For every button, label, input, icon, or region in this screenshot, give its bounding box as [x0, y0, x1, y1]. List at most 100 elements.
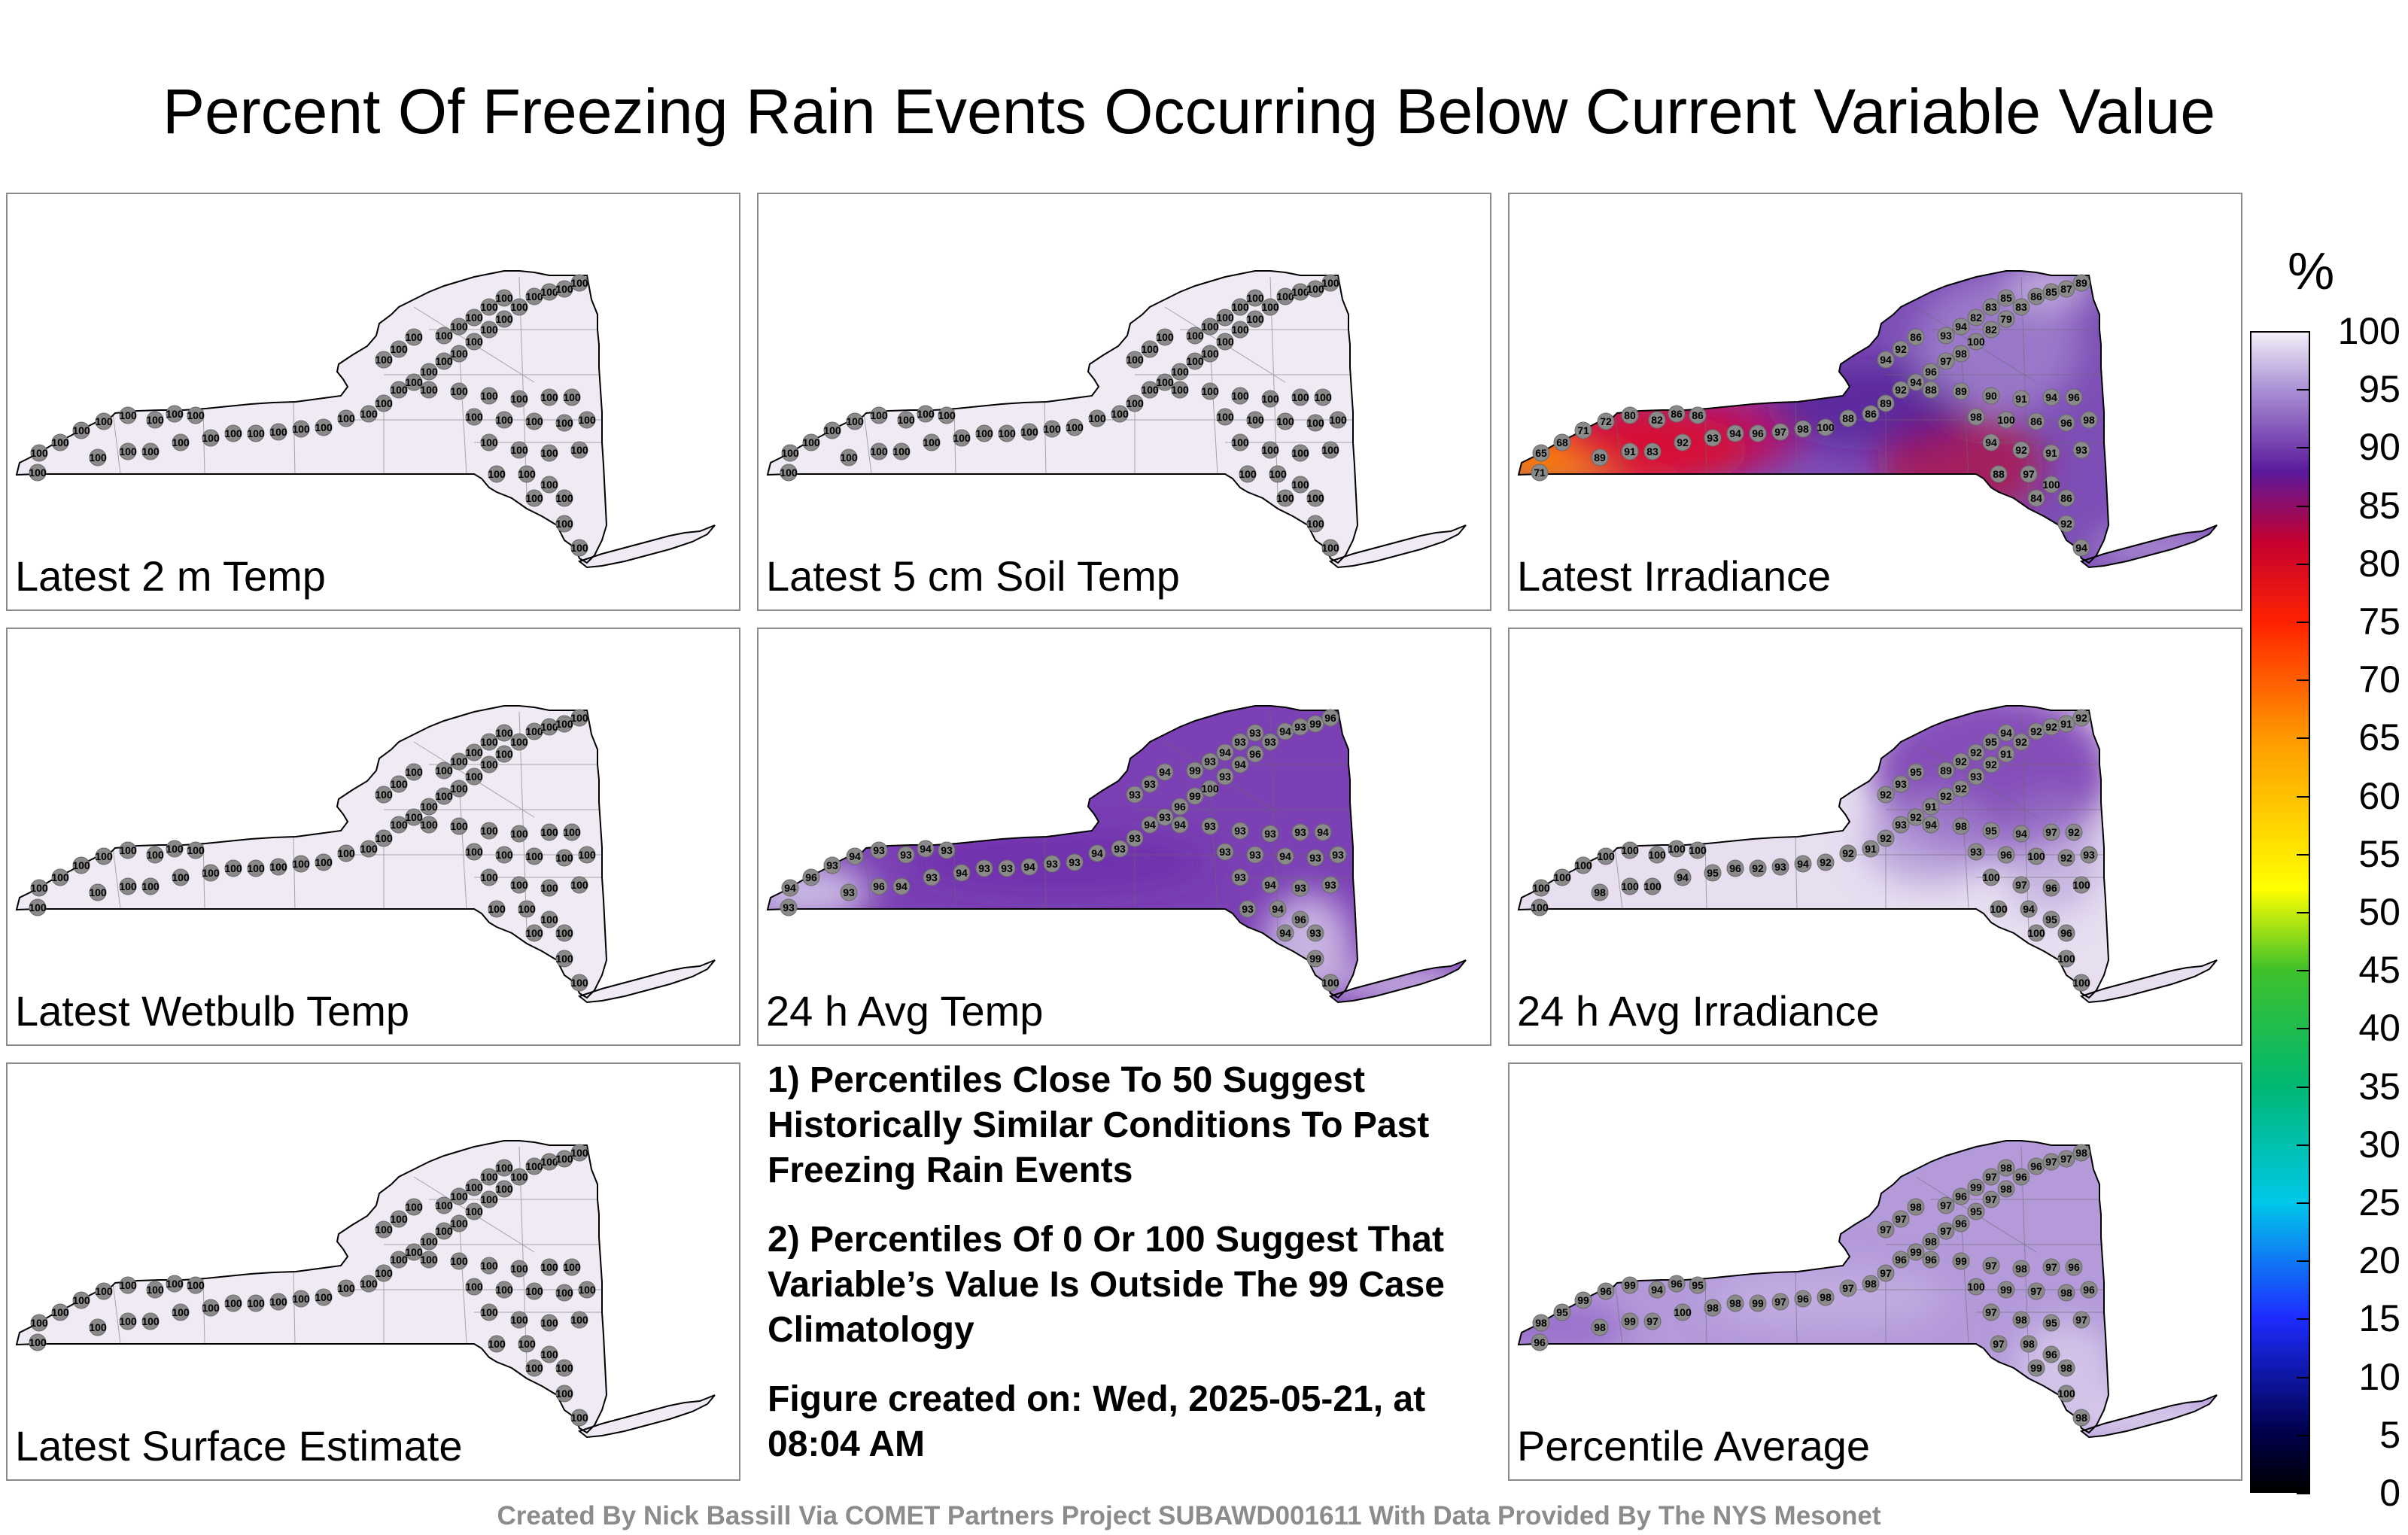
station-marker — [1967, 309, 1985, 327]
station-marker — [917, 405, 935, 423]
station-marker — [1877, 351, 1895, 369]
station-value: 93 — [1001, 862, 1013, 874]
station-marker — [555, 950, 573, 968]
station-value: 96 — [1925, 366, 1937, 378]
station-value: 99 — [1970, 1181, 1982, 1193]
station-marker — [1306, 849, 1324, 867]
station-value: 100 — [570, 1147, 588, 1159]
station-value: 100 — [29, 901, 47, 913]
station-value: 100 — [510, 828, 528, 840]
station-marker — [1261, 441, 1279, 459]
station-marker — [1597, 412, 1615, 430]
station-value: 98 — [2015, 1314, 2027, 1326]
station-marker — [2072, 1409, 2090, 1427]
station-marker — [337, 1279, 355, 1297]
station-value: 98 — [1955, 348, 1967, 360]
station-marker — [1749, 859, 1767, 877]
station-marker — [166, 1275, 184, 1293]
station-marker — [1261, 825, 1279, 843]
station-marker — [555, 1385, 573, 1403]
station-marker — [1922, 1233, 1940, 1251]
station-value: 93 — [1242, 903, 1254, 915]
station-value: 100 — [555, 492, 573, 504]
station-value: 100 — [1276, 415, 1294, 427]
station-marker — [405, 1198, 423, 1216]
colorbar-tick-label: 5 — [2379, 1413, 2400, 1456]
station-value: 100 — [420, 384, 438, 396]
station-value: 100 — [480, 1171, 498, 1183]
station-value: 100 — [540, 882, 558, 894]
station-value: 100 — [540, 826, 558, 838]
station-marker — [390, 816, 408, 834]
station-marker — [1937, 787, 1955, 805]
station-value: 92 — [1880, 789, 1892, 801]
station-marker — [823, 421, 841, 439]
station-value: 94 — [849, 850, 861, 862]
station-value: 98 — [2015, 1263, 2027, 1275]
colorbar-tick-label: 80 — [2358, 542, 2400, 585]
station-value: 100 — [1990, 903, 2008, 915]
station-value: 100 — [1231, 390, 1249, 402]
station-marker — [1621, 1276, 1639, 1294]
station-value: 94 — [895, 880, 908, 892]
station-marker — [1261, 298, 1279, 316]
station-value: 100 — [146, 849, 164, 861]
station-value: 96 — [1600, 1285, 1612, 1297]
station-value: 100 — [495, 292, 513, 304]
station-marker — [450, 382, 468, 400]
station-marker — [1749, 424, 1767, 442]
station-marker — [1574, 421, 1592, 439]
station-value: 98 — [1594, 1321, 1606, 1333]
station-marker — [1553, 868, 1571, 886]
station-marker — [578, 1281, 596, 1299]
station-marker — [1674, 868, 1692, 886]
station-value: 100 — [1291, 286, 1309, 298]
station-value: 93 — [1249, 849, 1261, 861]
station-marker — [1201, 817, 1219, 835]
station-marker — [1216, 408, 1234, 426]
panel-label: Latest Wetbulb Temp — [15, 987, 410, 1035]
station-value: 100 — [465, 411, 483, 423]
station-marker — [1937, 1222, 1955, 1240]
station-marker — [1952, 817, 1970, 835]
colorbar-tick-label: 95 — [2358, 368, 2400, 411]
station-value: 97 — [1985, 1171, 1997, 1183]
station-marker — [1771, 858, 1789, 876]
station-value: 100 — [420, 819, 438, 831]
station-value: 100 — [119, 1279, 137, 1291]
station-marker — [375, 394, 393, 412]
station-marker — [1231, 433, 1249, 451]
station-value: 100 — [555, 1362, 573, 1374]
station-marker — [187, 841, 205, 859]
station-marker — [495, 846, 513, 864]
station-value: 99 — [1910, 1246, 1922, 1258]
station-value: 99 — [2030, 1362, 2042, 1374]
station-marker — [1877, 1264, 1895, 1282]
station-marker — [2057, 924, 2075, 942]
station-marker — [1997, 846, 2015, 864]
station-value: 86 — [1865, 408, 1877, 420]
station-value: 100 — [95, 1285, 113, 1297]
station-marker — [450, 345, 468, 363]
long-island-outline — [577, 1394, 716, 1439]
station-marker — [1643, 1312, 1662, 1330]
station-value: 94 — [956, 867, 968, 879]
station-value: 99 — [1624, 1315, 1636, 1327]
station-value: 100 — [892, 445, 911, 457]
station-value: 100 — [224, 862, 242, 874]
station-value: 100 — [1314, 391, 1332, 403]
colorbar-tick-label: 20 — [2358, 1239, 2400, 1282]
station-marker — [1201, 752, 1219, 771]
station-marker — [420, 1233, 438, 1251]
station-value: 100 — [540, 721, 558, 733]
station-marker — [1997, 745, 2015, 763]
station-value: 100 — [870, 445, 888, 457]
station-value: 100 — [1306, 518, 1324, 530]
station-marker — [1246, 724, 1264, 742]
station-marker — [1862, 1275, 1880, 1293]
station-marker — [1952, 780, 1970, 798]
station-marker — [1937, 1196, 1955, 1214]
